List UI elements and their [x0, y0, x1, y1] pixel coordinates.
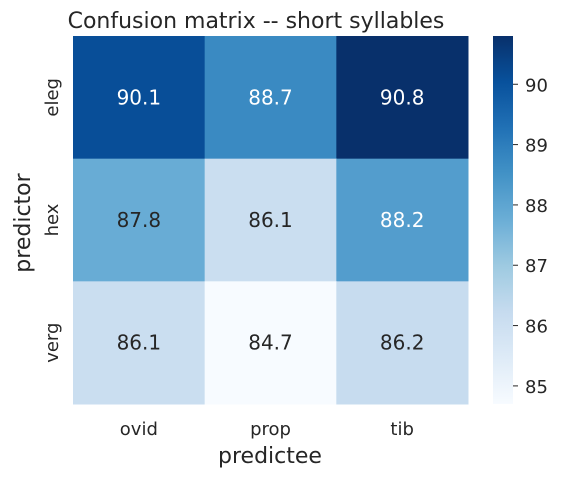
chart-title: Confusion matrix -- short syllables — [68, 9, 445, 34]
cell-value-hex-prop: 86.1 — [248, 208, 293, 232]
cell-value-verg-prop: 84.7 — [248, 331, 293, 355]
colorbar-tick-89: 89 — [525, 136, 548, 157]
x-tick-ovid: ovid — [120, 419, 158, 440]
heatmap-cell-hex-tib — [336, 158, 469, 282]
x-axis-label: predictee — [218, 444, 322, 469]
cell-value-eleg-ovid: 90.1 — [117, 85, 162, 109]
colorbar-tick-85: 85 — [525, 377, 548, 398]
cell-value-verg-ovid: 86.1 — [117, 331, 162, 355]
heatmap-cell-labels: 90.1 88.7 90.8 87.8 86.1 88.2 86.1 84.7 86.2 — [117, 85, 425, 354]
y-tick-labels: eleg hex verg — [42, 78, 63, 363]
y-tick-eleg: eleg — [42, 78, 63, 117]
colorbar-tick-90: 90 — [525, 75, 548, 96]
x-tick-tib: tib — [390, 419, 413, 440]
colorbar — [493, 36, 513, 404]
heatmap-cell-eleg-prop — [204, 36, 337, 160]
x-tick-prop: prop — [250, 419, 291, 440]
heatmap-cell-hex-ovid — [73, 158, 206, 282]
cell-value-hex-ovid: 87.8 — [117, 208, 162, 232]
heatmap-cells — [73, 36, 469, 405]
heatmap-cell-verg-tib — [336, 281, 469, 405]
heatmap-cell-hex-prop — [204, 158, 337, 282]
cell-value-eleg-prop: 88.7 — [248, 85, 293, 109]
heatmap-cell-verg-prop — [204, 281, 337, 405]
heatmap-cell-eleg-tib — [336, 36, 469, 160]
y-axis-label: predictor — [11, 172, 36, 272]
cell-value-hex-tib: 88.2 — [380, 208, 425, 232]
y-tick-hex: hex — [42, 203, 63, 236]
cell-value-eleg-tib: 90.8 — [380, 85, 425, 109]
colorbar-tick-87: 87 — [525, 256, 548, 277]
colorbar-tick-86: 86 — [525, 317, 548, 338]
y-tick-verg: verg — [42, 323, 63, 363]
colorbar-tick-labels: 85 86 87 88 89 90 — [513, 75, 548, 398]
cell-value-verg-tib: 86.2 — [380, 331, 425, 355]
heatmap-cell-eleg-ovid — [73, 36, 206, 160]
x-tick-labels: ovid prop tib — [120, 419, 414, 440]
colorbar-tick-88: 88 — [525, 196, 548, 217]
heatmap-cell-verg-ovid — [73, 281, 206, 405]
